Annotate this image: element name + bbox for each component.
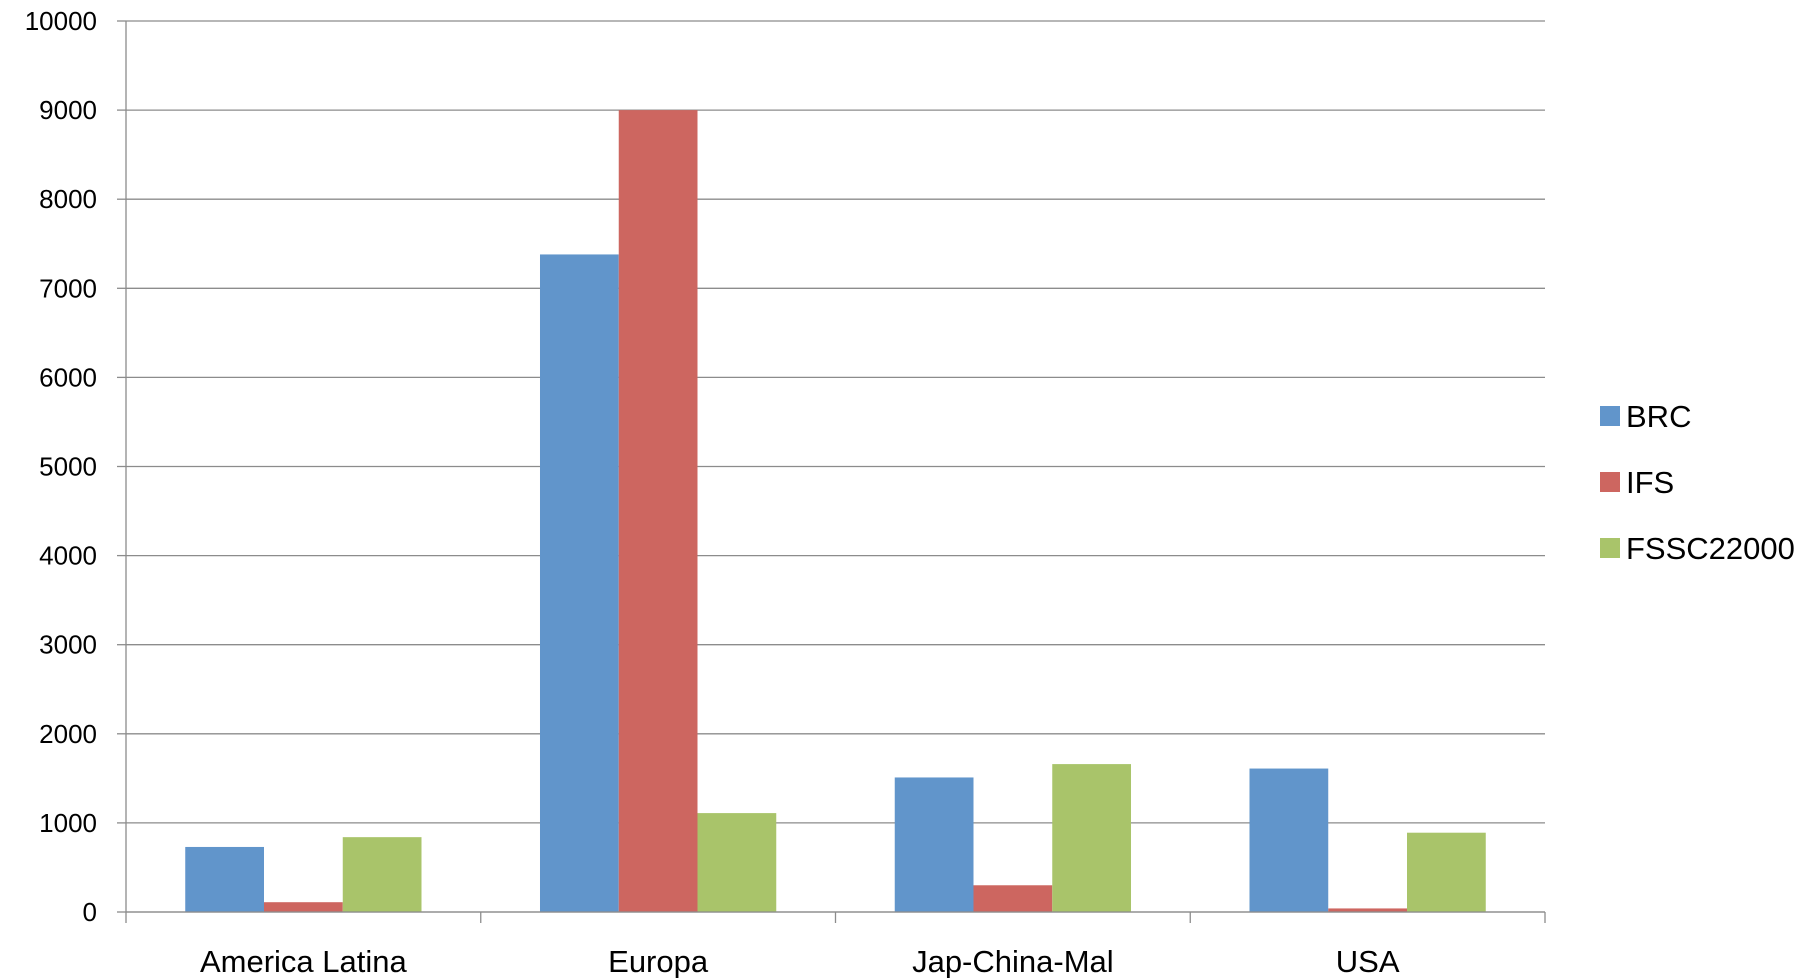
bar-ifs-2 xyxy=(973,885,1053,912)
y-tick-label: 7000 xyxy=(39,273,97,303)
legend-label-fssc22000: FSSC22000 xyxy=(1626,531,1795,566)
bar-ifs-0 xyxy=(263,902,343,912)
x-category-label: America Latina xyxy=(200,944,408,978)
bar-brc-0 xyxy=(185,846,264,912)
legend-label-brc: BRC xyxy=(1626,399,1691,434)
y-tick-label: 8000 xyxy=(39,184,97,214)
y-tick-label: 6000 xyxy=(39,362,97,392)
x-category-label: Jap-China-Mal xyxy=(912,944,1114,978)
gridlines xyxy=(126,20,1545,913)
legend-swatch-ifs xyxy=(1600,472,1620,492)
y-tick-label: 10000 xyxy=(25,6,97,36)
x-category-label: USA xyxy=(1336,944,1400,978)
bar-fssc22000-0 xyxy=(342,837,422,912)
y-tick-label: 5000 xyxy=(39,452,97,482)
legend: BRC IFS FSSC22000 xyxy=(1600,399,1795,566)
axes xyxy=(117,20,1546,923)
x-category-label: Europa xyxy=(608,944,709,978)
bar-ifs-3 xyxy=(1328,908,1408,912)
bar-brc-2 xyxy=(894,777,974,912)
bar-fssc22000-2 xyxy=(1052,764,1132,912)
bar-brc-1 xyxy=(539,254,619,912)
bar-fssc22000-3 xyxy=(1407,832,1486,912)
y-tick-label: 9000 xyxy=(39,95,97,125)
bar-ifs-1 xyxy=(618,110,698,913)
y-tick-label: 2000 xyxy=(39,719,97,749)
bar-fssc22000-1 xyxy=(697,813,777,912)
bar-brc-3 xyxy=(1249,768,1329,912)
y-tick-label: 0 xyxy=(83,897,97,927)
x-axis-category-labels: America Latina Europa Jap-China-Mal USA xyxy=(200,944,1400,978)
legend-swatch-fssc22000 xyxy=(1600,538,1620,558)
y-tick-label: 4000 xyxy=(39,541,97,571)
legend-label-ifs: IFS xyxy=(1626,465,1674,500)
legend-swatch-brc xyxy=(1600,406,1620,426)
y-axis-tick-labels: 0 1000 2000 3000 4000 5000 6000 7000 8000 9000 100… xyxy=(25,6,97,927)
y-tick-label: 3000 xyxy=(39,630,97,660)
bars xyxy=(185,110,1486,913)
y-tick-label: 1000 xyxy=(39,808,97,838)
